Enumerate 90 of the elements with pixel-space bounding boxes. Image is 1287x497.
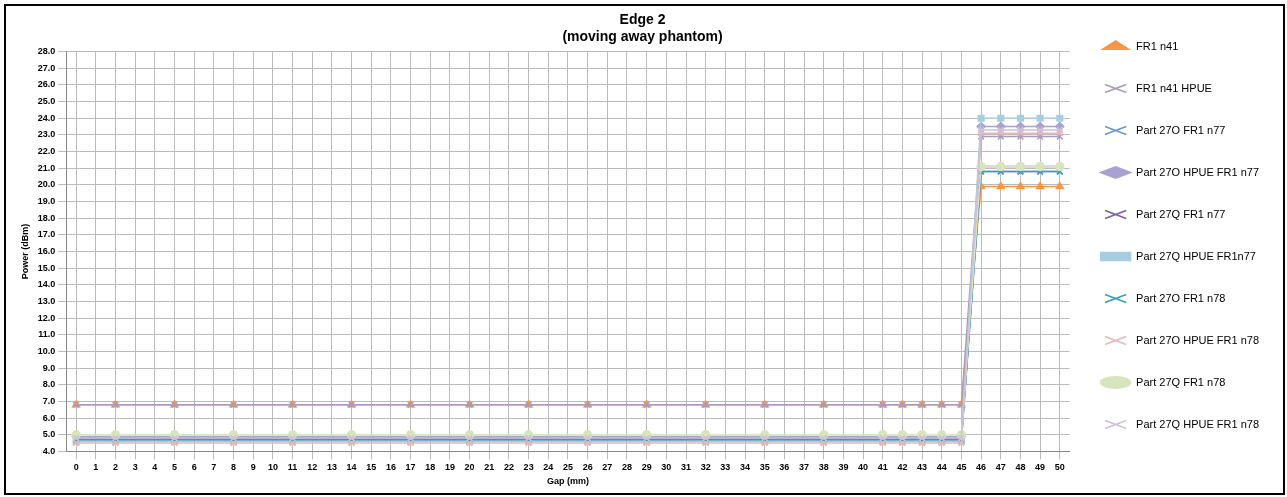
x-tick-label: 36 — [779, 462, 790, 473]
x-tick-label: 27 — [602, 462, 613, 473]
x-tick-label: 48 — [1015, 462, 1026, 473]
y-tick-label: 11.0 — [38, 329, 56, 340]
legend-label: FR1 n41 — [1136, 39, 1179, 52]
x-tick-label: 22 — [503, 462, 514, 473]
y-tick-label: 18.0 — [37, 212, 56, 223]
legend-label: Part 27O HPUE FR1 n77 — [1136, 165, 1260, 178]
x-tick-label: 2 — [112, 462, 119, 473]
x-tick-label: 47 — [995, 462, 1006, 473]
y-tick-label: 6.0 — [42, 412, 56, 423]
legend-label: Part 27Q FR1 n78 — [1136, 375, 1226, 388]
x-tick-label: 30 — [661, 462, 672, 473]
x-tick-label: 5 — [172, 462, 178, 473]
x-tick-label: 21 — [484, 462, 495, 473]
y-tick-label: 26.0 — [37, 79, 56, 90]
x-tick-label: 17 — [405, 462, 416, 473]
y-tick-label: 7.0 — [42, 395, 56, 406]
y-tick-label: 20.0 — [37, 179, 56, 190]
y-tick-label: 16.0 — [37, 245, 56, 256]
y-tick-label: 5.0 — [42, 429, 56, 440]
x-tick-label: 8 — [231, 462, 237, 473]
y-tick-label: 13.0 — [37, 295, 56, 306]
x-tick-label: 50 — [1054, 462, 1065, 473]
x-tick-label: 39 — [838, 462, 849, 473]
x-tick-label: 34 — [740, 462, 751, 473]
y-tick-label: 21.0 — [37, 162, 56, 173]
legend-label: Part 27Q HPUE FR1 n78 — [1136, 417, 1260, 430]
x-tick-label: 11 — [287, 462, 298, 473]
x-tick-label: 24 — [543, 462, 554, 473]
y-tick-label: 17.0 — [37, 229, 56, 240]
y-tick-label: 9.0 — [42, 362, 56, 373]
x-tick-label: 10 — [267, 462, 278, 473]
x-axis-title: Gap (mm) — [546, 476, 589, 487]
y-tick-label: 10.0 — [37, 345, 56, 356]
y-tick-label: 4.0 — [42, 445, 56, 456]
y-tick-label: 14.0 — [37, 279, 56, 290]
x-tick-label: 46 — [976, 462, 987, 473]
x-tick-label: 44 — [936, 462, 947, 473]
x-tick-label: 42 — [897, 462, 908, 473]
x-tick-label: 18 — [425, 462, 436, 473]
x-tick-label: 26 — [582, 462, 593, 473]
x-tick-label: 33 — [720, 462, 731, 473]
x-tick-label: 12 — [307, 462, 318, 473]
x-tick-label: 31 — [680, 462, 692, 473]
legend-label: FR1 n41 HPUE — [1136, 81, 1212, 94]
x-tick-label: 20 — [464, 462, 475, 473]
y-tick-label: 27.0 — [37, 62, 56, 73]
x-tick-label: 0 — [73, 462, 79, 473]
y-tick-label: 8.0 — [42, 379, 56, 390]
x-tick-label: 28 — [621, 462, 632, 473]
x-tick-label: 37 — [799, 462, 810, 473]
x-tick-label: 23 — [523, 462, 534, 473]
x-tick-label: 3 — [132, 462, 138, 473]
legend-label: Part 27Q FR1 n77 — [1136, 207, 1226, 220]
x-tick-label: 1 — [93, 462, 99, 473]
x-tick-label: 25 — [562, 462, 573, 473]
chart-title: Edge 2 — [619, 11, 666, 28]
y-tick-label: 12.0 — [37, 312, 56, 323]
x-tick-label: 41 — [877, 462, 888, 473]
x-tick-label: 13 — [326, 462, 337, 473]
legend-label: Part 27O HPUE FR1 n78 — [1136, 333, 1260, 346]
y-tick-label: 22.0 — [37, 146, 56, 157]
x-tick-label: 9 — [250, 462, 256, 473]
x-tick-label: 16 — [385, 462, 396, 473]
x-tick-label: 35 — [759, 462, 770, 473]
x-tick-label: 6 — [191, 462, 197, 473]
y-axis-title: Power (dBm) — [19, 223, 30, 280]
legend-label: Part 27O FR1 n78 — [1136, 291, 1226, 304]
x-tick-label: 15 — [366, 462, 377, 473]
y-tick-label: 28.0 — [37, 46, 56, 57]
x-tick-label: 7 — [211, 462, 217, 473]
y-tick-label: 23.0 — [37, 129, 56, 140]
x-tick-label: 29 — [641, 462, 652, 473]
x-tick-label: 43 — [917, 462, 928, 473]
y-tick-label: 19.0 — [37, 196, 56, 207]
y-tick-label: 24.0 — [37, 112, 56, 123]
x-tick-label: 40 — [858, 462, 869, 473]
x-tick-label: 4 — [152, 462, 158, 473]
y-tick-label: 25.0 — [37, 96, 56, 107]
x-tick-label: 49 — [1035, 462, 1046, 473]
x-tick-label: 32 — [700, 462, 711, 473]
legend-label: Part 27Q HPUE FR1n77 — [1136, 249, 1256, 262]
x-tick-label: 14 — [346, 462, 357, 473]
x-tick-label: 38 — [818, 462, 829, 473]
x-tick-label: 19 — [444, 462, 455, 473]
y-tick-label: 15.0 — [37, 262, 56, 273]
legend-label: Part 27O FR1 n77 — [1136, 123, 1226, 136]
x-tick-label: 45 — [956, 462, 967, 473]
chart-subtitle: (moving away phantom) — [562, 28, 723, 45]
